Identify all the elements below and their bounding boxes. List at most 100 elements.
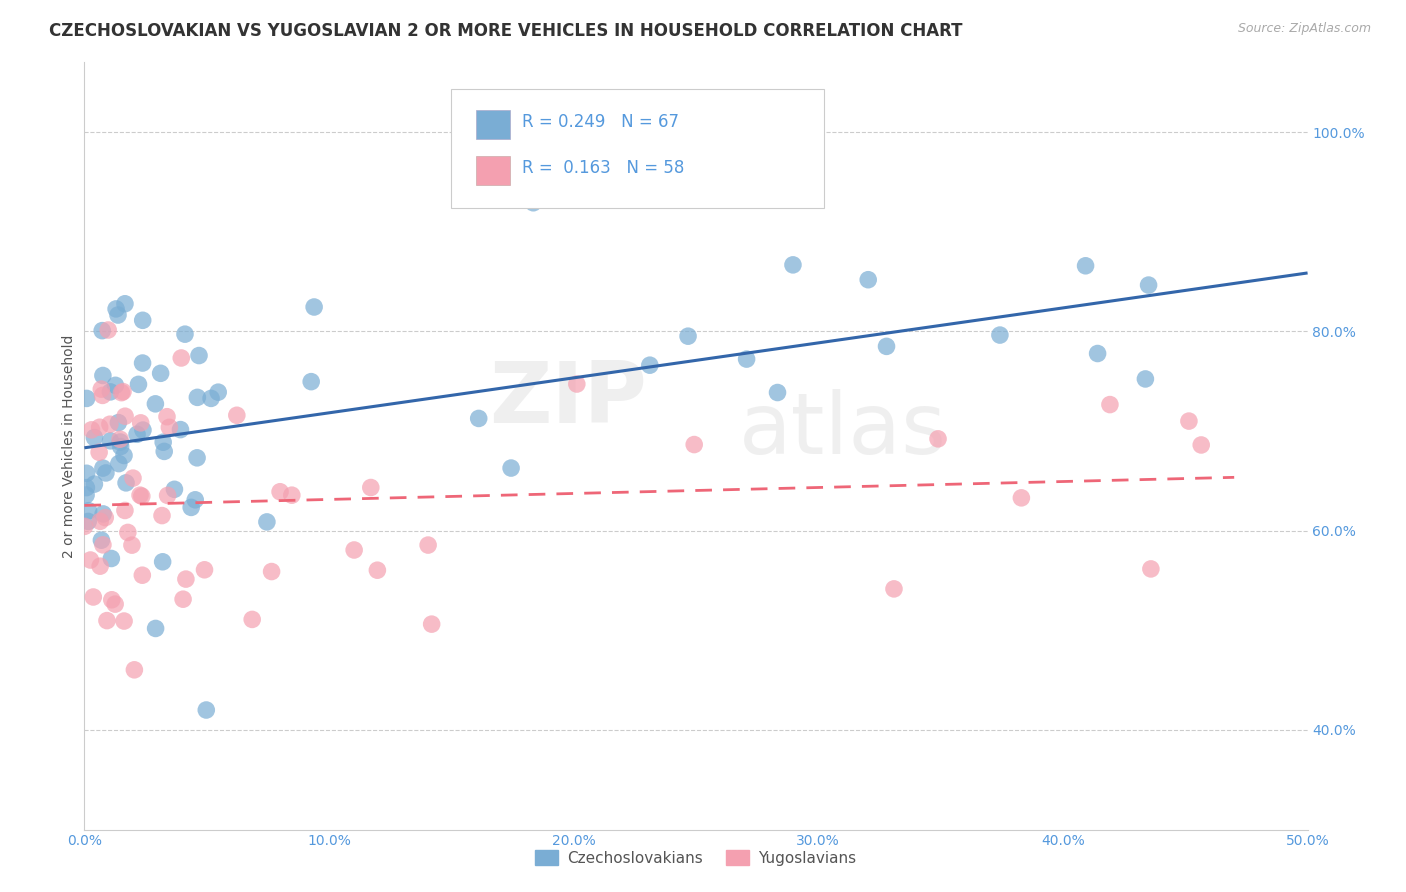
Point: [75, 481, 97, 495]
Point: [1189, 438, 1212, 452]
Point: [766, 385, 789, 400]
Text: ZIP: ZIP: [489, 359, 647, 442]
Point: [927, 432, 949, 446]
Text: R =  0.163   N = 58: R = 0.163 N = 58: [522, 159, 685, 177]
Point: [195, 703, 218, 717]
Point: [1140, 562, 1163, 576]
Point: [79, 553, 101, 567]
Point: [76, 392, 98, 406]
Point: [101, 592, 124, 607]
Point: [153, 444, 176, 458]
Point: [186, 450, 208, 465]
Point: [149, 367, 172, 381]
Point: [73, 519, 96, 533]
Point: [104, 597, 127, 611]
Point: [145, 622, 167, 636]
Point: [299, 375, 322, 389]
Point: [91, 461, 114, 475]
Text: CZECHOSLOVAKIAN VS YUGOSLAVIAN 2 OR MORE VEHICLES IN HOUSEHOLD CORRELATION CHART: CZECHOSLOVAKIAN VS YUGOSLAVIAN 2 OR MORE…: [49, 22, 963, 40]
Point: [112, 614, 135, 628]
Point: [115, 475, 138, 490]
Point: [170, 351, 193, 365]
Point: [302, 300, 325, 314]
Point: [988, 328, 1011, 343]
Point: [157, 420, 180, 434]
Point: [360, 481, 382, 495]
Point: [188, 349, 211, 363]
Point: [735, 352, 758, 367]
Point: [89, 445, 111, 459]
Point: [96, 614, 118, 628]
Point: [207, 385, 229, 400]
Point: [100, 434, 122, 448]
Point: [1087, 346, 1109, 360]
Point: [97, 323, 120, 337]
Point: [100, 384, 122, 399]
Point: [1178, 414, 1201, 428]
Point: [94, 466, 117, 480]
Point: [420, 617, 443, 632]
Point: [108, 432, 131, 446]
Point: [114, 503, 136, 517]
Point: [110, 435, 132, 450]
Point: [225, 409, 247, 423]
Point: [91, 538, 114, 552]
Bar: [475, 156, 510, 186]
Point: [858, 273, 880, 287]
Point: [110, 440, 132, 454]
Point: [77, 504, 100, 518]
Point: [152, 555, 174, 569]
Point: [186, 390, 208, 404]
Point: [94, 510, 117, 524]
Point: [180, 500, 202, 515]
Point: [883, 582, 905, 596]
Point: [269, 484, 291, 499]
Point: [240, 612, 263, 626]
Point: [121, 538, 143, 552]
Point: [281, 488, 304, 502]
Point: [256, 515, 278, 529]
Point: [876, 339, 898, 353]
Point: [676, 329, 699, 343]
Point: [200, 392, 222, 406]
Point: [522, 195, 544, 210]
Point: [184, 492, 207, 507]
Point: [80, 423, 103, 437]
Point: [152, 435, 174, 450]
Point: [76, 467, 98, 481]
Point: [366, 563, 388, 577]
Point: [1137, 278, 1160, 293]
Point: [1135, 372, 1157, 386]
Point: [107, 308, 129, 322]
Point: [91, 507, 114, 521]
Point: [260, 565, 283, 579]
Point: [91, 324, 114, 338]
FancyBboxPatch shape: [451, 89, 824, 208]
Point: [91, 368, 114, 383]
Point: [129, 488, 152, 502]
Point: [193, 563, 215, 577]
Point: [104, 378, 127, 392]
Text: atlas: atlas: [738, 389, 946, 472]
Point: [75, 488, 97, 502]
Point: [112, 449, 135, 463]
Point: [83, 431, 105, 445]
Point: [105, 301, 128, 316]
Point: [174, 572, 197, 586]
Point: [100, 551, 122, 566]
Y-axis label: 2 or more Vehicles in Household: 2 or more Vehicles in Household: [62, 334, 76, 558]
Point: [77, 515, 100, 529]
Point: [91, 388, 114, 402]
Point: [131, 568, 153, 582]
Point: [131, 313, 153, 327]
Point: [1074, 259, 1097, 273]
Point: [467, 411, 489, 425]
Point: [132, 423, 155, 437]
Point: [169, 423, 191, 437]
Point: [1098, 398, 1121, 412]
Point: [89, 514, 111, 528]
Point: [125, 427, 148, 442]
Point: [127, 377, 149, 392]
Point: [343, 543, 366, 558]
Point: [156, 409, 179, 424]
